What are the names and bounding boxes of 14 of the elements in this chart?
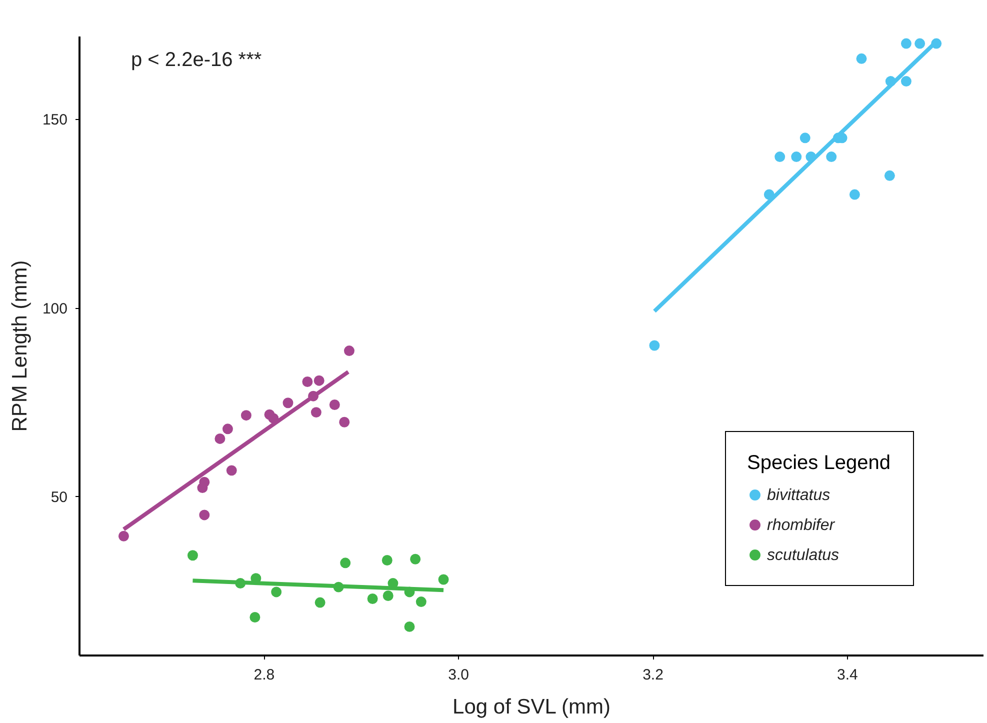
legend-label: scutulatus <box>767 547 840 564</box>
y-tick-label: 100 <box>42 300 68 318</box>
x-axis-title: Log of SVL (mm) <box>452 696 610 718</box>
y-tick-label: 50 <box>50 488 68 506</box>
y-axis-title: RPM Length (mm) <box>8 260 32 432</box>
x-tick-label: 3.0 <box>448 666 470 684</box>
x-tick-label: 3.4 <box>836 666 858 684</box>
legend-title: Species Legend <box>747 452 890 474</box>
x-tick-label: 2.8 <box>254 666 275 684</box>
y-tick-label: 150 <box>42 112 68 129</box>
legend-label: rhombifer <box>767 517 836 534</box>
x-tick-label: 3.2 <box>642 666 664 684</box>
annotation: p < 2.2e-16 *** <box>131 49 262 71</box>
legend-label: bivittatus <box>767 487 830 504</box>
